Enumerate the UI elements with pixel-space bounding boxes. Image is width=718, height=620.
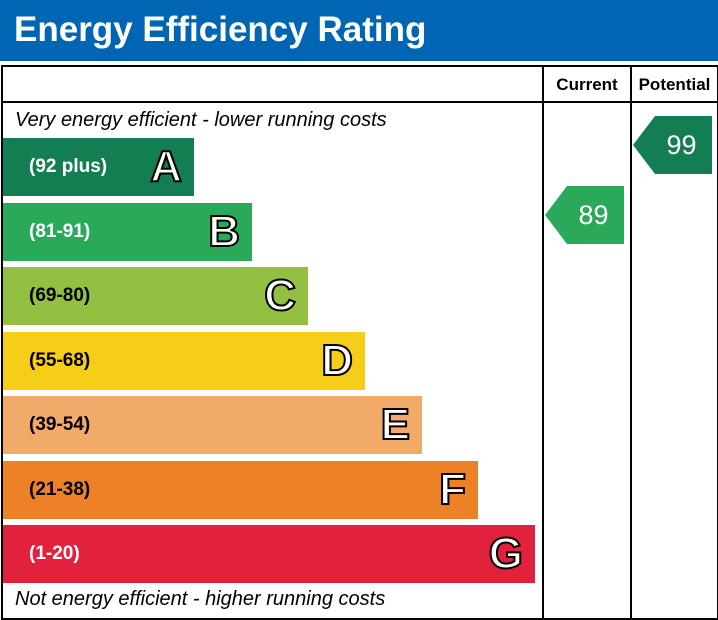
band-range-label: (1-20) bbox=[29, 543, 80, 564]
band-letter-label: D bbox=[320, 335, 354, 386]
band-range-label: (39-54) bbox=[29, 414, 91, 435]
band-letter-label: E bbox=[380, 399, 411, 450]
potential-column-header: Potential bbox=[638, 75, 711, 94]
band-d: (55-68) D bbox=[3, 332, 365, 390]
current-column-header: Current bbox=[556, 75, 618, 94]
header-bar: Energy Efficiency Rating bbox=[0, 0, 718, 61]
inefficient-note: Not energy efficient - higher running co… bbox=[15, 588, 386, 610]
band-letter-label: G bbox=[488, 528, 524, 579]
band-b: (81-91) B bbox=[3, 203, 252, 261]
band-letter-label: C bbox=[263, 270, 297, 321]
column-divider-current bbox=[542, 67, 544, 618]
column-divider-potential bbox=[630, 67, 632, 618]
band-range-label: (55-68) bbox=[29, 350, 91, 371]
band-a: (92 plus) A bbox=[3, 138, 194, 196]
band-letter-label: F bbox=[438, 464, 467, 515]
band-c: (69-80) C bbox=[3, 267, 308, 325]
band-g: (1-20) G bbox=[3, 525, 535, 583]
band-letter-label: A bbox=[149, 141, 183, 192]
current-rating-arrow-value: 89 bbox=[578, 200, 609, 230]
potential-rating-arrow: 99 bbox=[633, 116, 712, 174]
band-range-label: (81-91) bbox=[29, 221, 91, 242]
band-range-label: (21-38) bbox=[29, 479, 91, 500]
band-letter-label: B bbox=[207, 206, 241, 257]
current-rating-arrow: 89 bbox=[545, 186, 624, 244]
header-divider bbox=[3, 101, 717, 103]
potential-rating-arrow-shape bbox=[633, 116, 712, 174]
page-title: Energy Efficiency Rating bbox=[14, 10, 427, 49]
band-range-label: (69-80) bbox=[29, 285, 91, 306]
band-e: (39-54) E bbox=[3, 396, 422, 454]
efficient-note: Very energy efficient - lower running co… bbox=[15, 109, 387, 131]
potential-rating-arrow-value: 99 bbox=[666, 130, 697, 160]
band-f: (21-38) F bbox=[3, 461, 478, 519]
band-range-label: (92 plus) bbox=[29, 156, 108, 177]
current-rating-arrow-shape bbox=[545, 186, 624, 244]
